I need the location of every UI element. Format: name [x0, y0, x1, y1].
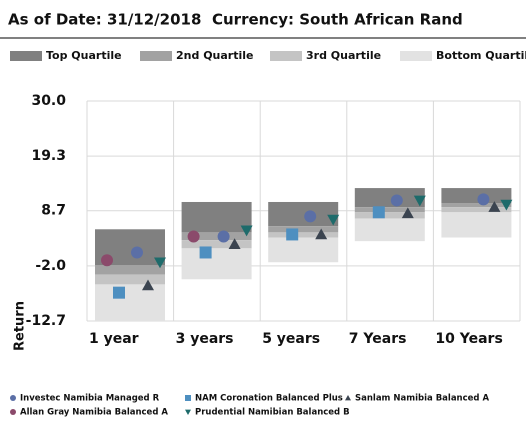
marker	[101, 254, 113, 267]
legend-marker	[345, 395, 351, 401]
quartile-box	[95, 265, 165, 275]
legend-swatch	[10, 51, 42, 61]
legend-label: Top Quartile	[46, 49, 122, 62]
quartile-box	[181, 248, 252, 280]
legend-marker	[185, 409, 191, 415]
quartile-box	[354, 188, 425, 208]
marker	[199, 246, 212, 259]
x-tick-label: 7 Years	[349, 331, 407, 347]
marker	[228, 238, 241, 250]
marker	[327, 214, 340, 226]
legend-marker	[10, 395, 16, 401]
quartile-box	[95, 274, 165, 285]
quartile-box	[181, 201, 252, 233]
quartile-box	[441, 212, 512, 238]
chart-title: As of Date: 31/12/2018	[8, 11, 201, 29]
quartile-box	[181, 232, 252, 241]
quartile-box	[441, 207, 512, 213]
legend-swatch	[270, 51, 302, 61]
quartile-box	[441, 188, 512, 204]
marker	[286, 228, 299, 241]
x-tick-label: 5 years	[262, 331, 320, 347]
legend-label: 2nd Quartile	[176, 49, 253, 62]
legend-label: Allan Gray Namibia Balanced A	[20, 408, 168, 418]
quartile-box	[441, 203, 512, 208]
marker	[142, 279, 154, 291]
marker	[154, 257, 166, 269]
quartile-box	[354, 212, 425, 219]
marker	[500, 199, 513, 211]
y-axis-label: Return	[13, 301, 28, 351]
y-tick-label: 30.0	[31, 93, 66, 109]
quartile-box	[268, 226, 339, 233]
quartile-box	[268, 237, 339, 263]
marker	[413, 195, 426, 207]
marker	[131, 246, 143, 259]
legend-label: Bottom Quartile	[436, 49, 526, 62]
legend-label: NAM Coronation Balanced Plus	[195, 394, 343, 404]
legend-label: 3rd Quartile	[306, 49, 381, 62]
marker	[477, 193, 490, 206]
marker	[372, 206, 385, 219]
legend-label: Investec Namibia Managed R	[20, 394, 160, 404]
legend-label: Sanlam Namibia Balanced A	[355, 394, 489, 404]
y-tick-label: -12.7	[26, 313, 66, 329]
chart-subtitle: Currency: South African Rand	[212, 11, 463, 29]
x-tick-label: 1 year	[89, 331, 139, 347]
x-tick-label: 10 Years	[435, 331, 502, 347]
quartile-box	[354, 207, 425, 213]
quartile-box	[95, 284, 165, 321]
x-tick-label: 3 years	[176, 331, 234, 347]
marker	[240, 225, 253, 237]
marker	[217, 230, 230, 243]
y-tick-label: 19.3	[31, 148, 66, 164]
marker	[187, 230, 200, 243]
marker	[390, 194, 403, 207]
legend-swatch	[400, 51, 432, 61]
y-tick-label: -2.0	[35, 258, 66, 274]
legend-marker	[185, 395, 191, 401]
marker	[401, 207, 414, 219]
marker	[315, 228, 328, 240]
marker	[113, 286, 125, 299]
marker	[304, 210, 317, 223]
legend-swatch	[140, 51, 172, 61]
legend-label: Prudential Namibian Balanced B	[195, 408, 350, 418]
marker	[488, 201, 501, 212]
legend-marker	[10, 409, 16, 415]
y-tick-label: 8.7	[41, 203, 66, 219]
quartile-box	[268, 232, 339, 238]
quartile-box	[268, 201, 339, 227]
quartile-box	[181, 240, 252, 249]
quartile-box	[354, 218, 425, 242]
